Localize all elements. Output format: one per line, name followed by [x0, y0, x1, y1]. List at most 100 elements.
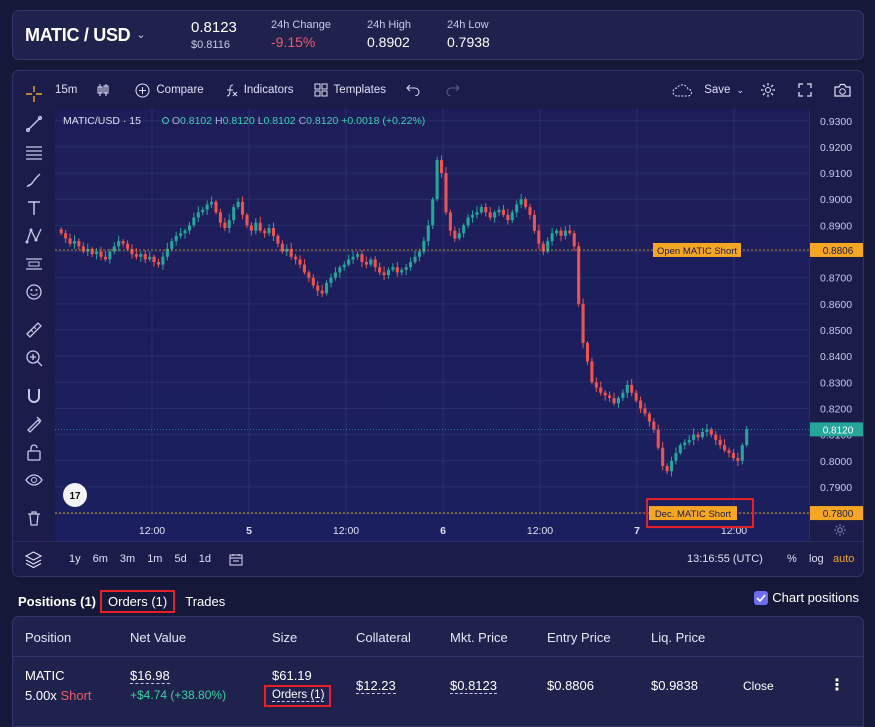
forecast-icon[interactable] — [25, 255, 43, 273]
candle-body — [457, 233, 461, 239]
compare-button[interactable]: Compare — [135, 83, 204, 98]
brush-icon[interactable] — [25, 171, 43, 189]
zoom-in-icon[interactable] — [25, 349, 43, 367]
candle-body — [413, 256, 417, 262]
chart-positions-label: Chart positions — [772, 590, 859, 605]
eye-icon[interactable] — [25, 471, 43, 489]
price-tick-label: 0.8200 — [820, 403, 852, 415]
settings-button[interactable] — [760, 82, 782, 98]
undo-button[interactable] — [406, 84, 426, 96]
candle-body — [647, 413, 651, 422]
candle-body — [528, 207, 532, 215]
candle-body — [630, 384, 634, 393]
candle-body — [320, 290, 324, 294]
candle-body — [134, 254, 138, 257]
more-menu-icon[interactable]: ⋮ — [829, 677, 845, 694]
date-range-icon[interactable] — [229, 553, 243, 566]
range-1m[interactable]: 1m — [147, 553, 163, 565]
gear-icon[interactable] — [833, 523, 847, 537]
candle-body — [616, 398, 620, 404]
chart-plot-area[interactable]: 12:00 5 12:00 6 12:00 7 12:00 Open MATIC Short D… — [55, 109, 809, 541]
indicators-button[interactable]: Indicators — [224, 83, 294, 98]
legend-symbol: MATIC/USD · 15 — [63, 115, 141, 127]
range-5d[interactable]: 5d — [174, 553, 187, 565]
collateral-value[interactable]: $12.23 — [356, 678, 396, 694]
pair-selector[interactable]: MATIC / USD ⌄ — [25, 25, 146, 46]
candle-body — [599, 387, 603, 393]
range-1y[interactable]: 1y — [69, 553, 81, 565]
log-toggle[interactable]: log — [809, 553, 824, 565]
save-button[interactable]: Save ⌄ — [672, 83, 744, 97]
tab-orders[interactable]: Orders (1) — [100, 590, 176, 613]
clock-time[interactable]: 13:16:55 (UTC) — [687, 553, 763, 565]
close-button[interactable]: Close — [743, 679, 774, 693]
magnet-icon[interactable] — [25, 387, 43, 405]
layers-icon[interactable] — [25, 551, 42, 568]
tab-trades[interactable]: Trades — [185, 594, 226, 609]
pattern-icon[interactable] — [25, 227, 43, 245]
candle-body — [302, 264, 306, 273]
crosshair-icon[interactable] — [25, 85, 43, 103]
templates-button[interactable]: Templates — [314, 83, 386, 97]
range-3m[interactable]: 3m — [119, 553, 136, 565]
candle-body — [488, 212, 492, 218]
candle-body — [590, 361, 594, 383]
fullscreen-button[interactable] — [798, 83, 818, 97]
legend-high: 0.8120 — [222, 115, 255, 127]
tab-positions[interactable]: Positions (1) — [18, 594, 97, 609]
price-axis[interactable]: 0.93000.92000.91000.90000.89000.88000.87… — [809, 109, 863, 541]
trash-icon[interactable] — [25, 509, 43, 527]
interval-selector[interactable]: 15m — [55, 84, 77, 96]
candle-body — [723, 445, 727, 451]
candle-body — [325, 282, 329, 294]
candle-body — [205, 204, 209, 210]
text-icon[interactable] — [25, 199, 43, 217]
unlock-icon[interactable] — [25, 443, 43, 461]
table-row: MATIC 5.00x Short $16.98 +$4.74 (+38.80%… — [13, 657, 863, 727]
candle-body — [170, 241, 174, 249]
candle-body — [400, 269, 404, 273]
candle-body — [298, 259, 302, 265]
candle-body — [351, 256, 355, 260]
trend-line-icon[interactable] — [25, 115, 43, 133]
redo-button[interactable] — [446, 84, 466, 96]
size-value: $61.19 — [272, 668, 312, 683]
candle-body — [201, 209, 205, 213]
header-liq-price: Liq. Price — [651, 630, 706, 645]
candle-body — [355, 254, 360, 257]
size-orders-link[interactable]: Orders (1) — [272, 689, 325, 702]
fib-lines-icon[interactable] — [25, 143, 43, 161]
screenshot-button[interactable] — [834, 83, 857, 97]
low-block: 24h Low 0.7938 — [447, 19, 490, 50]
header-size: Size — [272, 630, 298, 645]
chart-positions-toggle[interactable]: Chart positions — [754, 590, 859, 605]
percent-toggle[interactable]: % — [787, 553, 797, 565]
candle-body — [572, 233, 576, 247]
lock-drawings-icon[interactable] — [25, 415, 43, 433]
legend-close: 0.8120 — [306, 115, 339, 127]
leverage-value: 5.00x — [25, 688, 57, 703]
net-value[interactable]: $16.98 — [130, 668, 170, 684]
price-tick-label: 0.8300 — [820, 377, 852, 389]
candle-body — [426, 225, 430, 242]
candle-body — [497, 209, 501, 213]
emoji-icon[interactable] — [25, 283, 43, 301]
price-tick-label: 0.7900 — [820, 482, 852, 494]
liq-price-value: $0.9838 — [651, 678, 698, 693]
chart-type-button[interactable] — [97, 83, 115, 97]
candle-body — [174, 235, 178, 242]
legend-change: +0.0018 (+0.22%) — [341, 115, 426, 127]
header-net-value: Net Value — [130, 630, 187, 645]
candle-body — [103, 256, 107, 260]
candle-body — [130, 248, 134, 255]
price-tick-label: 0.9000 — [820, 194, 852, 206]
range-6m[interactable]: 6m — [92, 553, 108, 565]
fullscreen-icon — [798, 83, 812, 97]
candle-body — [143, 254, 147, 260]
range-1d[interactable]: 1d — [198, 553, 211, 565]
auto-toggle[interactable]: auto — [833, 553, 855, 565]
candle-body — [404, 267, 408, 270]
candle-body — [643, 408, 647, 414]
ruler-icon[interactable] — [25, 321, 43, 339]
low-label: 24h Low — [447, 19, 489, 31]
